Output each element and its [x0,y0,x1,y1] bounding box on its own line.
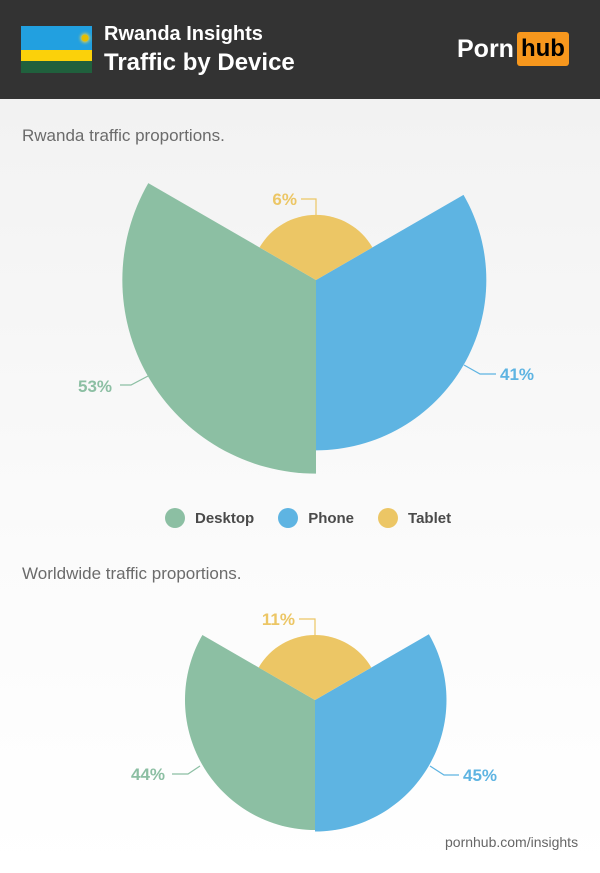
legend-item-phone: Phone [278,508,354,528]
slice-phone [315,634,447,832]
value-label-phone: 45% [463,766,497,785]
slice-tablet [258,634,372,700]
tablet-dot-icon [378,508,399,528]
legend-item-desktop: Desktop [165,508,254,528]
rwanda-polar-chart: 53% 41% 6% [78,183,534,474]
header-subtitle: Traffic by Device [104,49,295,76]
brand-logo: Porn hub [457,32,569,66]
header-title: Rwanda Insights [104,23,263,45]
logo-badge: hub [516,32,569,66]
slice-desktop [184,634,315,831]
footer-url: pornhub.com/insights [445,834,579,850]
value-label-tablet: 11% [262,610,295,629]
logo-text: Porn [457,34,514,63]
slice-desktop [122,183,316,474]
chart-legend: Desktop Phone Tablet [165,508,475,528]
header: Rwanda Insights Traffic by Device Porn h… [0,0,600,99]
legend-label: Tablet [408,509,452,527]
legend-label: Desktop [195,509,255,527]
rwanda-section-title: Rwanda traffic proportions. [22,126,225,145]
legend-label: Phone [308,509,355,527]
value-label-tablet: 6% [272,190,297,209]
desktop-dot-icon [165,508,185,528]
slice-tablet [259,214,373,280]
phone-dot-icon [278,508,299,528]
value-label-phone: 41% [500,365,534,384]
rwanda-flag-icon [21,26,92,73]
slice-phone [316,194,487,451]
legend-item-tablet: Tablet [378,508,451,528]
value-label-desktop: 53% [78,377,112,396]
worldwide-section-title: Worldwide traffic proportions. [22,564,242,583]
value-label-desktop: 44% [131,765,165,784]
